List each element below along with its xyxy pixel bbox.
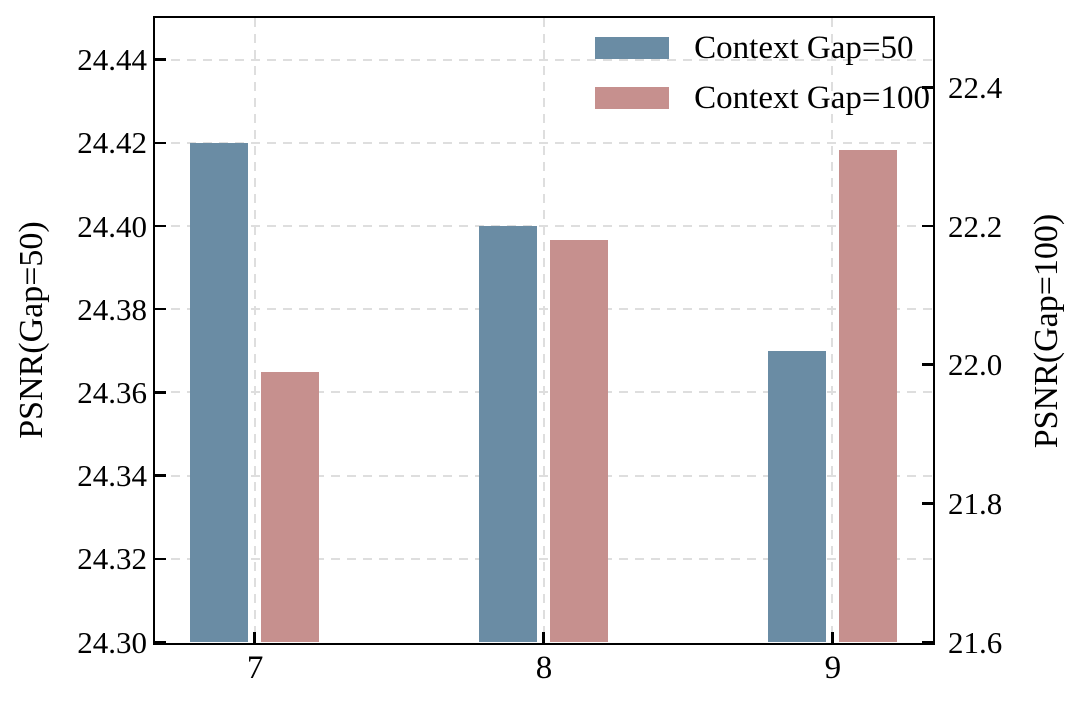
legend-item: Context Gap=100 — [595, 78, 930, 118]
left-axis-tick-label: 24.40 — [77, 208, 147, 244]
right-axis-tick-label: 22.0 — [948, 347, 1003, 383]
right-axis-tick-label: 21.6 — [948, 624, 1003, 660]
legend-item: Context Gap=50 — [595, 28, 930, 68]
left-axis-tick-label: 24.42 — [77, 125, 147, 161]
bar-gap100-x7 — [261, 371, 319, 642]
right-axis-tick — [922, 363, 933, 366]
left-axis-tick-label: 24.44 — [77, 41, 147, 77]
bar-gap50-x9 — [768, 350, 826, 642]
plot-area: Context Gap=50 Context Gap=100 — [153, 16, 935, 645]
bar-gap100-x9 — [838, 149, 897, 642]
legend-swatch-icon — [595, 87, 670, 109]
x-axis-tick-label: 7 — [246, 650, 264, 686]
left-axis-tick — [155, 58, 166, 61]
left-axis-tick — [155, 141, 166, 145]
legend-label: Context Gap=100 — [694, 79, 930, 116]
bar-gap50-x8 — [479, 226, 537, 642]
left-axis-tick — [155, 391, 166, 394]
bar-gap100-x8 — [549, 239, 608, 642]
left-axis-tick — [155, 307, 166, 311]
left-axis-tick — [155, 224, 166, 228]
x-axis-tick — [542, 632, 545, 643]
legend-swatch-icon — [595, 37, 670, 59]
bar-gap50-x7 — [190, 142, 249, 642]
gridline-vertical — [542, 18, 545, 643]
right-axis-tick — [922, 224, 933, 228]
left-axis-tick-label: 24.34 — [77, 457, 147, 493]
right-axis-tick-label: 22.4 — [948, 69, 1003, 105]
right-axis-tick-label: 22.2 — [948, 208, 1003, 244]
left-axis-tick-label: 24.30 — [77, 624, 147, 660]
gridline-vertical — [253, 18, 256, 643]
x-axis-tick-label: 9 — [824, 650, 842, 686]
left-axis-tick — [155, 640, 166, 644]
x-axis-tick-label: 8 — [535, 650, 553, 686]
left-axis-tick-label: 24.36 — [77, 374, 147, 410]
left-axis-tick-label: 24.38 — [77, 291, 147, 327]
x-axis-tick — [831, 632, 834, 643]
legend: Context Gap=50 Context Gap=100 — [595, 28, 930, 118]
right-axis-tick-label: 21.8 — [948, 485, 1003, 521]
left-axis-tick — [155, 474, 166, 477]
right-axis-tick — [922, 502, 933, 505]
left-axis-tick — [155, 557, 166, 561]
x-axis-tick — [253, 632, 256, 643]
gridline-vertical — [831, 18, 834, 643]
right-axis-tick — [922, 86, 933, 89]
legend-label: Context Gap=50 — [694, 29, 914, 66]
right-axis-title: PSNR(Gap=100) — [1028, 213, 1065, 449]
left-axis-title: PSNR(Gap=50) — [13, 221, 50, 439]
left-axis-tick-label: 24.32 — [77, 541, 147, 577]
right-axis-tick — [922, 640, 933, 644]
